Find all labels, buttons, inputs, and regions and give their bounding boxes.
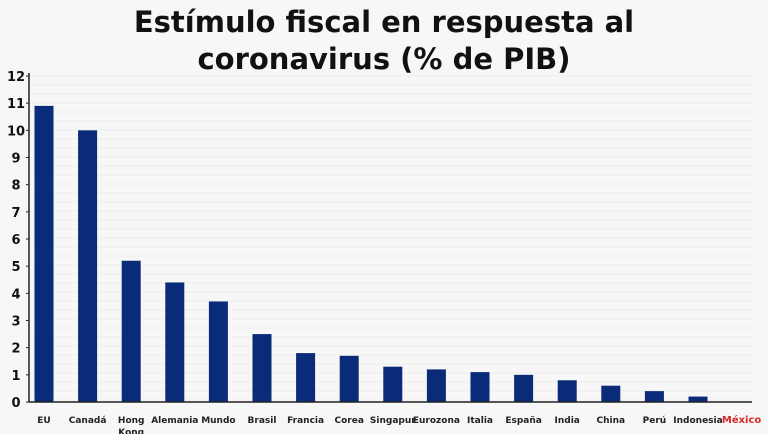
- x-tick-label: Brasil: [248, 416, 277, 426]
- x-tick-label: Indonesia: [673, 416, 722, 426]
- chart-title: Estímulo fiscal en respuesta al coronavi…: [0, 4, 768, 78]
- x-tick-label: México: [722, 414, 762, 426]
- bar-indonesia: [688, 396, 708, 402]
- x-tick-label: Perú: [643, 416, 667, 426]
- bar-eu: [34, 105, 54, 402]
- x-tick-label: Hong: [118, 416, 145, 426]
- x-tick-label: Canadá: [69, 416, 107, 426]
- y-tick-label: 2: [11, 342, 20, 357]
- bar-perú: [644, 391, 664, 402]
- y-tick-label: 12: [7, 70, 25, 85]
- bar-singapur: [383, 366, 403, 402]
- y-tick-label: 3: [11, 315, 20, 330]
- bar-china: [601, 385, 621, 402]
- y-tick-label: 8: [11, 179, 20, 194]
- y-tick-label: 11: [7, 97, 25, 112]
- bar-canadá: [78, 130, 98, 403]
- x-tick-label: Mundo: [201, 416, 235, 426]
- y-tick-label: 1: [11, 369, 20, 384]
- x-tick-label: Eurozona: [413, 416, 460, 426]
- bar-corea: [339, 355, 359, 402]
- x-tick-label: España: [505, 416, 542, 426]
- bar-francia: [296, 353, 316, 402]
- bar-eurozona: [426, 369, 446, 402]
- y-tick-label: 5: [11, 260, 20, 275]
- bar-hong-kong: [121, 260, 141, 402]
- x-tick-label: Italia: [467, 416, 493, 426]
- x-tick-label: India: [555, 416, 580, 426]
- y-tick-label: 9: [11, 152, 20, 167]
- y-tick-label: 7: [11, 206, 20, 221]
- x-tick-label: Corea: [334, 416, 363, 426]
- x-tick-label: Alemania: [151, 416, 198, 426]
- y-tick-label: 0: [11, 396, 20, 411]
- x-tick-label: Francia: [287, 416, 324, 426]
- bar-mundo: [208, 301, 228, 402]
- bar-alemania: [165, 282, 185, 402]
- chart-title-line-1: Estímulo fiscal en respuesta al: [133, 5, 635, 39]
- chart-title-line-2: coronavirus (% de PIB): [197, 42, 571, 76]
- x-tick-label: China: [597, 416, 626, 426]
- y-tick-label: 4: [11, 287, 20, 302]
- bar-españa: [514, 374, 534, 402]
- bar-italia: [470, 372, 490, 402]
- x-tick-label: Singapur: [370, 416, 416, 426]
- y-tick-label: 6: [11, 233, 20, 248]
- x-tick-label: EU: [37, 416, 50, 426]
- bar-india: [557, 380, 577, 402]
- bar-brasil: [252, 334, 272, 402]
- x-tick-label: Kong: [118, 428, 144, 434]
- y-tick-label: 10: [7, 124, 25, 139]
